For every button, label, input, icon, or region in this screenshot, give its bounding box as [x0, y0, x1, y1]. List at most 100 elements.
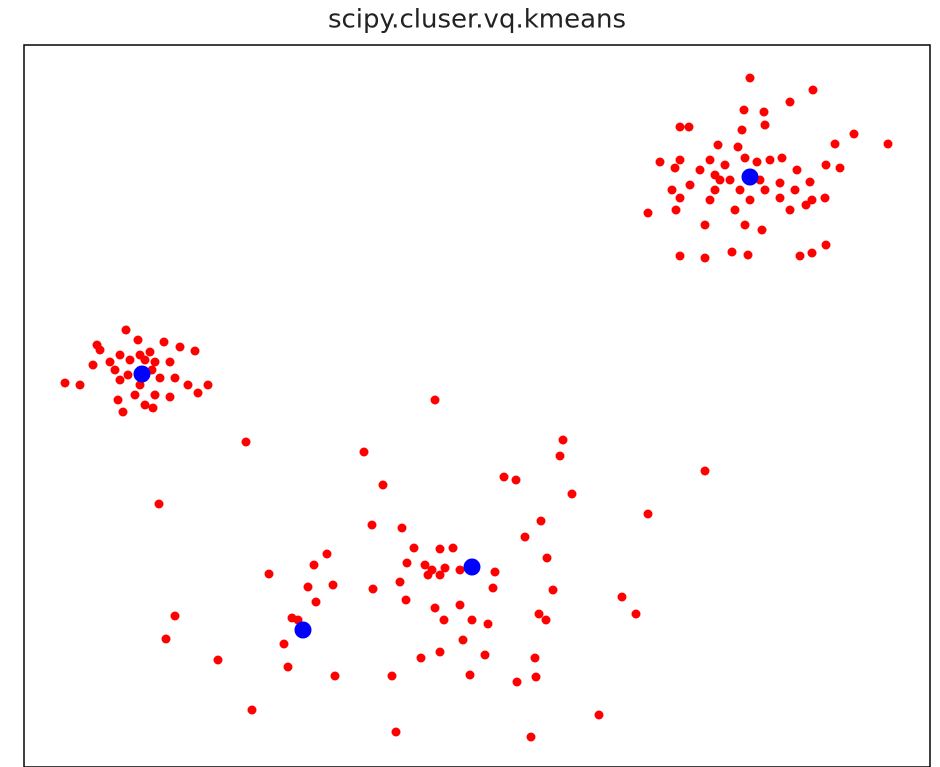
data-point — [759, 107, 769, 117]
data-point — [115, 350, 125, 360]
data-point — [775, 178, 785, 188]
data-point — [483, 619, 493, 629]
data-point — [123, 370, 133, 380]
data-point — [807, 195, 817, 205]
data-point — [567, 489, 577, 499]
data-point — [643, 208, 653, 218]
data-point — [700, 253, 710, 263]
data-point — [435, 544, 445, 554]
data-point — [159, 337, 169, 347]
data-point — [328, 580, 338, 590]
data-point — [777, 153, 787, 163]
data-point — [155, 373, 165, 383]
data-point — [448, 543, 458, 553]
data-point — [148, 403, 158, 413]
data-point — [455, 600, 465, 610]
data-point — [733, 142, 743, 152]
data-point — [541, 615, 551, 625]
chart-title: scipy.cluser.vq.kmeans — [328, 5, 626, 35]
data-point — [594, 710, 604, 720]
data-point — [720, 160, 730, 170]
data-point — [359, 447, 369, 457]
data-point — [534, 609, 544, 619]
data-point — [170, 373, 180, 383]
data-point — [735, 185, 745, 195]
data-point — [488, 583, 498, 593]
data-point — [685, 180, 695, 190]
data-point — [458, 635, 468, 645]
data-point — [311, 597, 321, 607]
data-point — [785, 205, 795, 215]
data-point — [330, 671, 340, 681]
data-point — [713, 140, 723, 150]
data-point — [368, 584, 378, 594]
data-point — [115, 375, 125, 385]
data-point — [416, 653, 426, 663]
data-point — [757, 225, 767, 235]
data-point — [125, 355, 135, 365]
data-point — [807, 248, 817, 258]
data-point — [387, 671, 397, 681]
data-point — [790, 185, 800, 195]
data-point — [140, 400, 150, 410]
data-point — [309, 560, 319, 570]
data-point — [655, 157, 665, 167]
data-point — [830, 139, 840, 149]
data-point — [378, 480, 388, 490]
data-point — [435, 647, 445, 657]
data-point — [95, 345, 105, 355]
data-point — [75, 380, 85, 390]
data-point — [121, 325, 131, 335]
data-point — [455, 565, 465, 575]
data-point — [401, 595, 411, 605]
data-point — [531, 672, 541, 682]
data-point — [402, 558, 412, 568]
data-point — [395, 577, 405, 587]
data-point — [760, 185, 770, 195]
data-point — [499, 472, 509, 482]
data-point — [792, 165, 802, 175]
data-point — [465, 670, 475, 680]
data-point — [558, 435, 568, 445]
data-point — [542, 553, 552, 563]
data-point — [536, 516, 546, 526]
data-point — [161, 634, 171, 644]
data-point — [367, 520, 377, 530]
data-point — [743, 250, 753, 260]
data-point — [675, 193, 685, 203]
data-point — [695, 165, 705, 175]
data-point — [322, 549, 332, 559]
data-point — [820, 193, 830, 203]
plot-frame — [23, 44, 931, 767]
data-point — [391, 727, 401, 737]
data-point — [775, 193, 785, 203]
data-point — [765, 155, 775, 165]
data-point — [420, 560, 430, 570]
data-point — [705, 155, 715, 165]
data-point — [801, 200, 811, 210]
data-point — [397, 523, 407, 533]
data-point — [145, 347, 155, 357]
data-point — [520, 532, 530, 542]
data-point — [745, 195, 755, 205]
data-point — [423, 570, 433, 580]
data-point — [183, 380, 193, 390]
data-point — [150, 390, 160, 400]
data-point — [480, 650, 490, 660]
data-point — [821, 160, 831, 170]
data-point — [739, 105, 749, 115]
data-point — [439, 615, 449, 625]
data-point — [154, 499, 164, 509]
data-point — [133, 335, 143, 345]
data-point — [530, 653, 540, 663]
data-point — [821, 240, 831, 250]
data-point — [727, 247, 737, 257]
data-point — [110, 365, 120, 375]
data-point — [667, 185, 677, 195]
data-point — [165, 357, 175, 367]
data-point — [303, 582, 313, 592]
data-point — [247, 705, 257, 715]
data-point — [279, 639, 289, 649]
data-point — [805, 177, 815, 187]
data-point — [730, 205, 740, 215]
